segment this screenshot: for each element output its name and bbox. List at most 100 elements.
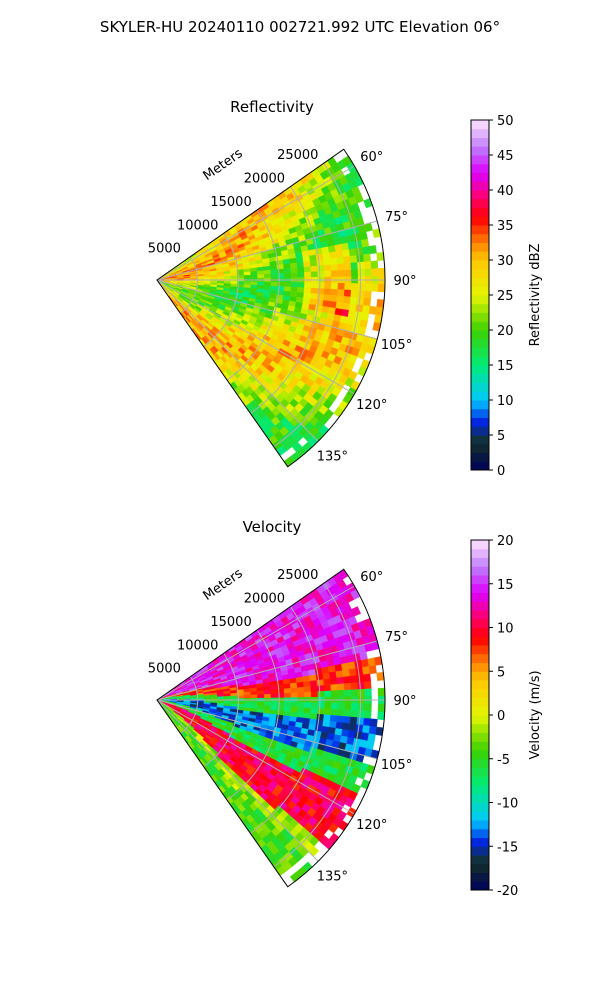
velocity-radial-label: Meters <box>201 566 246 604</box>
field-cell <box>310 282 319 289</box>
field-cell <box>283 286 292 292</box>
field-cell <box>289 262 298 269</box>
colorbar-segment <box>471 435 489 445</box>
field-cell <box>317 685 325 692</box>
colorbar-segment <box>471 697 489 707</box>
field-cell <box>304 271 312 278</box>
field-cell <box>297 686 305 693</box>
colorbar-segment <box>471 233 489 243</box>
field-cell <box>348 668 357 677</box>
colorbar-segment <box>471 758 489 768</box>
field-cell <box>317 691 325 698</box>
field-cell <box>335 670 344 679</box>
field-cell <box>328 251 337 259</box>
field-cell <box>323 294 331 302</box>
field-cell <box>270 689 278 695</box>
field-cell <box>263 269 272 275</box>
field-cell <box>348 303 357 312</box>
field-cell <box>349 296 358 305</box>
colorbar-segment <box>471 163 489 173</box>
field-cell <box>295 676 304 684</box>
colorbar-segment <box>471 723 489 733</box>
field-cell <box>309 260 318 267</box>
field-cell <box>324 270 332 278</box>
field-cell <box>357 688 366 697</box>
field-cell <box>323 258 331 266</box>
field-cell <box>297 692 305 698</box>
colorbar-segment <box>471 741 489 751</box>
field-cell <box>217 276 225 280</box>
colorbar-segment <box>471 688 489 698</box>
field-cell <box>303 266 312 273</box>
field-cell <box>290 272 299 278</box>
field-cell <box>348 248 357 257</box>
field-cell <box>263 281 272 287</box>
field-cell <box>363 297 371 307</box>
field-cell <box>363 673 371 683</box>
field-cell <box>324 690 332 698</box>
colorbar-segment <box>471 636 489 646</box>
field-cell <box>343 256 351 264</box>
field-cell <box>363 290 372 299</box>
field-cell <box>344 689 352 697</box>
colorbar-tick-label: 10 <box>497 394 514 409</box>
field-cell <box>334 243 343 252</box>
field-cell <box>344 703 352 711</box>
field-cell <box>360 238 370 248</box>
field-cell <box>310 287 318 295</box>
field-cell <box>284 692 292 698</box>
field-cell <box>317 265 325 272</box>
field-cell <box>303 712 311 720</box>
colorbar-tick-label: -15 <box>497 840 518 855</box>
field-cell <box>323 684 332 692</box>
field-cell <box>367 733 376 743</box>
colorbar-tick-label: 50 <box>497 114 514 129</box>
field-cell <box>283 688 292 694</box>
field-cell <box>329 714 338 723</box>
colorbar-segment <box>471 190 489 200</box>
field-cell <box>337 282 345 291</box>
colorbar-segment <box>471 627 489 637</box>
colorbar-segment <box>471 277 489 287</box>
field-cell <box>355 247 364 256</box>
field-cell <box>356 674 365 683</box>
colorbar-tick-label: -10 <box>497 797 518 812</box>
azimuth-tick-label: 60° <box>360 150 383 165</box>
field-cell <box>297 282 305 288</box>
field-cell <box>290 702 299 708</box>
field-cell <box>315 673 324 681</box>
field-cell <box>371 283 379 292</box>
field-cell <box>337 689 345 698</box>
field-cell <box>323 708 332 716</box>
colorbar-segment <box>471 207 489 217</box>
field-cell <box>349 716 358 725</box>
field-cell <box>330 690 339 698</box>
colorbar-segment <box>471 321 489 331</box>
azimuth-tick-label: 75° <box>385 210 408 225</box>
colorbar-segment <box>471 732 489 742</box>
field-cell <box>350 709 359 718</box>
field-cell <box>342 669 351 678</box>
field-cell <box>337 263 345 271</box>
field-cell <box>295 256 304 264</box>
colorbar-segment <box>471 767 489 777</box>
colorbar-segment <box>471 373 489 383</box>
field-cell <box>263 701 272 707</box>
field-cell <box>284 702 292 708</box>
azimuth-tick-label: 135° <box>317 869 348 884</box>
field-cell <box>368 665 377 675</box>
colorbar-segment <box>471 400 489 410</box>
field-cell <box>250 701 258 706</box>
field-cell <box>303 680 311 688</box>
field-cell <box>343 289 352 298</box>
field-cell <box>289 682 298 689</box>
field-cell <box>343 676 351 684</box>
field-cell <box>317 702 325 709</box>
field-cell <box>303 686 312 693</box>
field-cell <box>256 270 265 275</box>
field-cell <box>364 268 372 277</box>
colorbar-segment <box>471 575 489 585</box>
reflectivity-title: Reflectivity <box>230 98 314 116</box>
field-cell <box>323 264 332 272</box>
velocity-title: Velocity <box>243 518 302 536</box>
